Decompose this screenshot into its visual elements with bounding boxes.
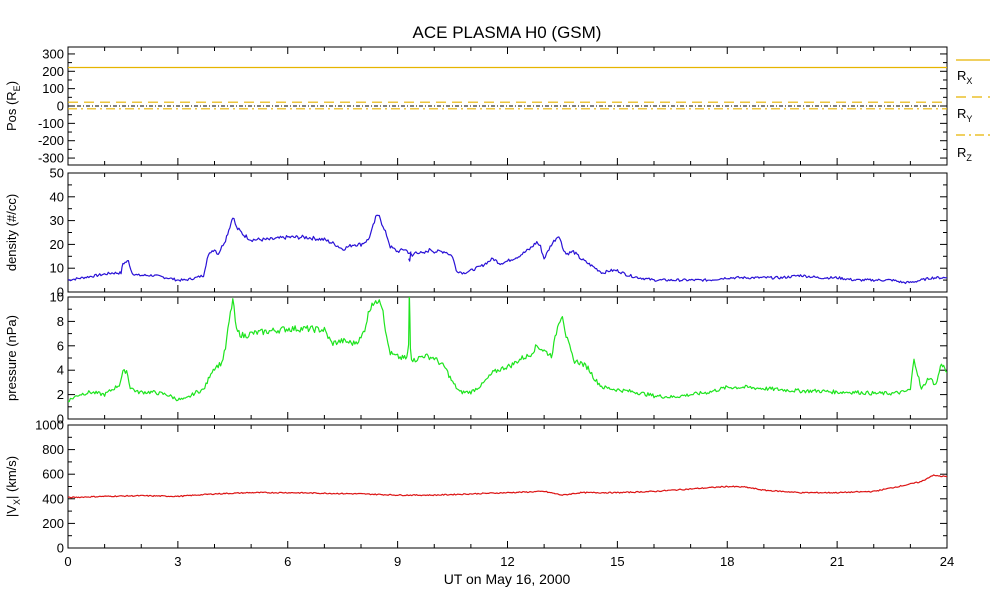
x-axis: 0 3 6 9 12 15 18 21 24	[64, 554, 954, 569]
y-axis-label-main: Pos (R	[4, 91, 19, 131]
panel-frame	[67, 296, 948, 420]
y-axis-label-main: density (#/cc)	[4, 194, 19, 271]
legend-label-sub: Z	[966, 153, 972, 163]
x-tick-label: 18	[720, 554, 734, 569]
panel-frame	[67, 424, 948, 549]
y-tick-label: 4	[57, 363, 64, 378]
y-tick-label: 6	[57, 338, 64, 353]
chart-title: ACE PLASMA H0 (GSM)	[413, 23, 602, 42]
y-tick-label: 600	[42, 467, 64, 482]
y-axis-label: Pos (RE)	[4, 81, 22, 131]
series-group	[68, 214, 947, 285]
legend-label-main: R	[957, 145, 966, 160]
x-tick-label: 15	[610, 554, 624, 569]
series-line-vx-0	[68, 474, 947, 499]
y-tick-label: 300	[42, 46, 64, 61]
x-tick-label: 21	[830, 554, 844, 569]
y-tick-label: 8	[57, 314, 64, 329]
panel-pressure: 0 2 4 6 8 10 pressure (nPa)	[4, 290, 948, 427]
y-tick-label: 0	[57, 541, 64, 556]
y-tick-label: 0	[57, 412, 64, 427]
y-axis-label: |VX| (km/s)	[4, 456, 22, 517]
y-axis-label-end: )	[4, 81, 19, 85]
x-tick-label: 6	[284, 554, 291, 569]
panel-pos: -300 -200 -100 0 100 200 300 Pos (RE)	[4, 46, 948, 166]
y-tick-label: 800	[42, 442, 64, 457]
y-tick-label: -300	[38, 151, 64, 166]
x-tick-label: 12	[500, 554, 514, 569]
y-tick-label: 1000	[35, 418, 64, 433]
x-axis-label: UT on May 16, 2000	[444, 571, 571, 587]
y-axis-label-sub: E	[12, 85, 22, 91]
y-tick-label: 200	[42, 516, 64, 531]
y-axis-label-end: | (km/s)	[4, 456, 19, 499]
series-group	[68, 297, 947, 403]
y-tick-label: 0	[57, 99, 64, 114]
panel-vx: 0 200 400 600 800 1000 |VX| (km/s)	[4, 418, 948, 556]
y-tick-label: 2	[57, 387, 64, 402]
legend-label-sub: X	[966, 76, 972, 86]
y-tick-label: 400	[42, 491, 64, 506]
y-tick-label: 0	[57, 285, 64, 300]
panel-frame	[67, 172, 948, 293]
y-tick-label: 30	[50, 213, 64, 228]
y-tick-label: 20	[50, 237, 64, 252]
series-line-pressure-0	[68, 297, 947, 403]
legend-label-rx: RX	[957, 68, 972, 86]
y-tick-label: 100	[42, 81, 64, 96]
series-group	[68, 474, 947, 499]
legend-label-main: R	[957, 106, 966, 121]
y-axis-label-main: pressure (nPa)	[4, 315, 19, 401]
y-tick-label: -200	[38, 133, 64, 148]
y-tick-label: -100	[38, 116, 64, 131]
y-tick-label: 10	[50, 290, 64, 305]
y-axis-label-main: |V	[4, 505, 19, 517]
legend-label-ry: RY	[957, 106, 972, 124]
y-tick-label: 10	[50, 261, 64, 276]
y-tick-label: 50	[50, 166, 64, 181]
series-group	[68, 66, 947, 110]
y-axis-label: density (#/cc)	[4, 194, 19, 271]
x-tick-label: 9	[394, 554, 401, 569]
legend-label-sub: Y	[966, 114, 972, 124]
y-tick-label: 200	[42, 64, 64, 79]
y-axis-label: pressure (nPa)	[4, 315, 19, 401]
series-line-density-0	[68, 214, 947, 285]
x-tick-label: 3	[174, 554, 181, 569]
y-axis-label-sub: X	[12, 499, 22, 505]
legend-label-rz: RZ	[957, 145, 972, 163]
series-line-density-1	[408, 251, 412, 262]
y-tick-label: 40	[50, 189, 64, 204]
legend-label-main: R	[957, 68, 966, 83]
x-tick-label: 24	[940, 554, 954, 569]
panel-density: 0 10 20 30 40 50 density (#/cc)	[4, 166, 948, 300]
x-tick-label: 0	[64, 554, 71, 569]
